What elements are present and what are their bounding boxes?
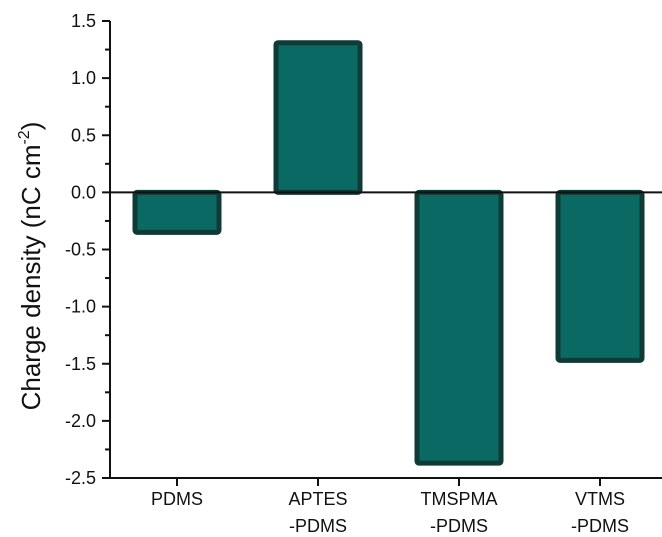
x-category-label: PDMS xyxy=(151,489,203,509)
x-category-label-line: TMSPMA xyxy=(420,489,497,509)
x-category-label-line: -PDMS xyxy=(289,516,347,536)
y-tick-label: 0.0 xyxy=(71,182,96,202)
y-axis-title-end: ) xyxy=(16,122,46,131)
y-tick-label: 1.5 xyxy=(71,11,96,31)
x-category-labels-group: PDMS APTES -PDMS TMSPMA -PDMS VTMS -PDMS xyxy=(151,478,629,536)
y-axis-title-superscript: -2 xyxy=(16,130,33,144)
x-category-label: TMSPMA -PDMS xyxy=(420,489,497,536)
bars-group xyxy=(132,40,645,466)
y-tick-label: -0.5 xyxy=(65,240,96,260)
x-category-label-line: -PDMS xyxy=(571,516,629,536)
y-axis-title: Charge density (nC cm-2) xyxy=(16,122,46,411)
y-tick-label: -1.0 xyxy=(65,297,96,317)
y-tick-label: -2.0 xyxy=(65,411,96,431)
x-category-label: VTMS -PDMS xyxy=(571,489,629,536)
x-category-label: APTES -PDMS xyxy=(288,489,347,536)
bar-aptes-pdms xyxy=(273,40,363,195)
y-tick-label: 0.5 xyxy=(71,125,96,145)
x-category-label-line: VTMS xyxy=(575,489,625,509)
bar-vtms-pdms xyxy=(555,189,645,363)
x-category-label-line: -PDMS xyxy=(430,516,488,536)
y-tick-label: -2.5 xyxy=(65,468,96,488)
y-axis-title-main: Charge density (nC cm xyxy=(16,145,46,411)
bar-tmspma-pdms xyxy=(414,189,504,466)
x-category-label-line: PDMS xyxy=(151,489,203,509)
bar-pdms xyxy=(132,189,222,235)
y-tick-label: -1.5 xyxy=(65,354,96,374)
y-tick-label: 1.0 xyxy=(71,68,96,88)
y-ticks-group: -2.5 -2.0 -1.5 -1.0 -0.5 0.0 0.5 1.0 1.5 xyxy=(65,11,110,488)
x-category-label-line: APTES xyxy=(288,489,347,509)
